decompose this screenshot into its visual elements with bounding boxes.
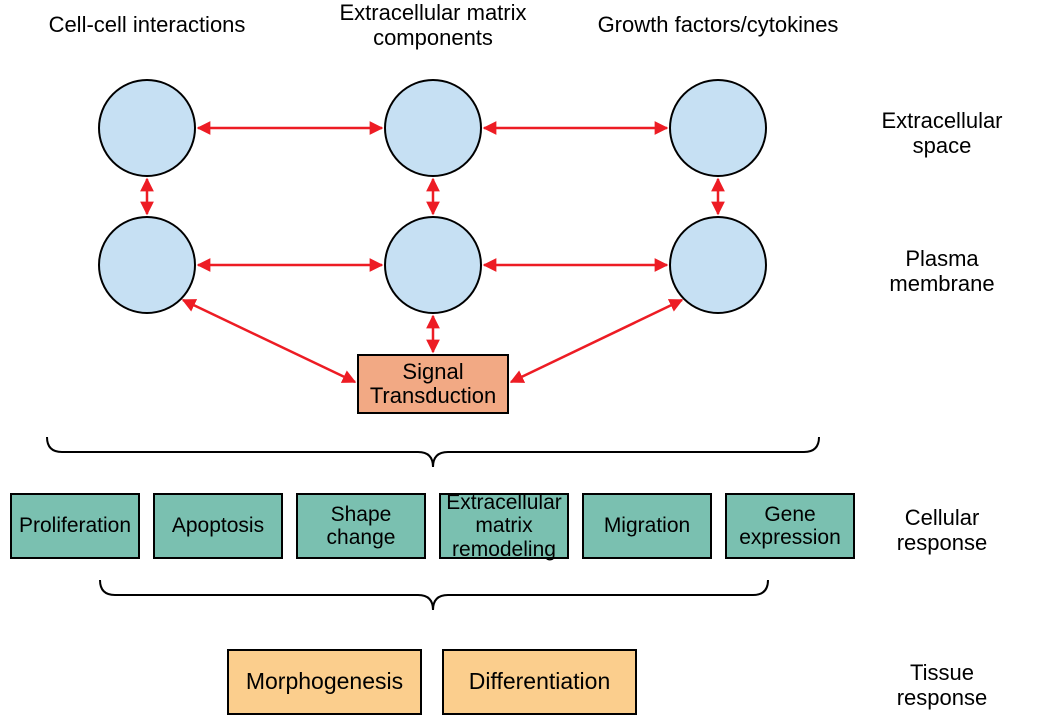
cellular-response-box-4: Migration — [582, 493, 712, 559]
double-arrow — [511, 300, 682, 382]
row-label-0: Extracellular space — [857, 108, 1027, 159]
cell-node-r1-c0 — [98, 216, 196, 314]
double-arrow — [183, 300, 355, 382]
cellular-response-box-3: Extracellular matrix remodeling — [439, 493, 569, 559]
row-label-1: Plasma membrane — [857, 246, 1027, 297]
cellular-response-box-0: Proliferation — [10, 493, 140, 559]
cellular-response-box-5: Gene expression — [725, 493, 855, 559]
cell-node-r1-c2 — [669, 216, 767, 314]
cell-node-r0-c1 — [384, 79, 482, 177]
cellular-response-box-1: Apoptosis — [153, 493, 283, 559]
cell-node-r1-c1 — [384, 216, 482, 314]
cell-node-r0-c2 — [669, 79, 767, 177]
tissue-response-box-1: Differentiation — [442, 649, 637, 715]
column-label-2: Growth factors/cytokines — [568, 12, 868, 37]
diagram-stage: Signal Transduction ProliferationApoptosi… — [0, 0, 1050, 724]
column-label-1: Extracellular matrix components — [303, 0, 563, 51]
cellular-response-box-2: Shape change — [296, 493, 426, 559]
row-label-3: Tissue response — [857, 660, 1027, 711]
column-label-0: Cell-cell interactions — [17, 12, 277, 37]
signal-transduction-box: Signal Transduction — [357, 354, 509, 414]
cell-node-r0-c0 — [98, 79, 196, 177]
tissue-response-box-0: Morphogenesis — [227, 649, 422, 715]
brace — [47, 437, 819, 467]
row-label-2: Cellular response — [857, 505, 1027, 556]
brace — [100, 580, 768, 610]
